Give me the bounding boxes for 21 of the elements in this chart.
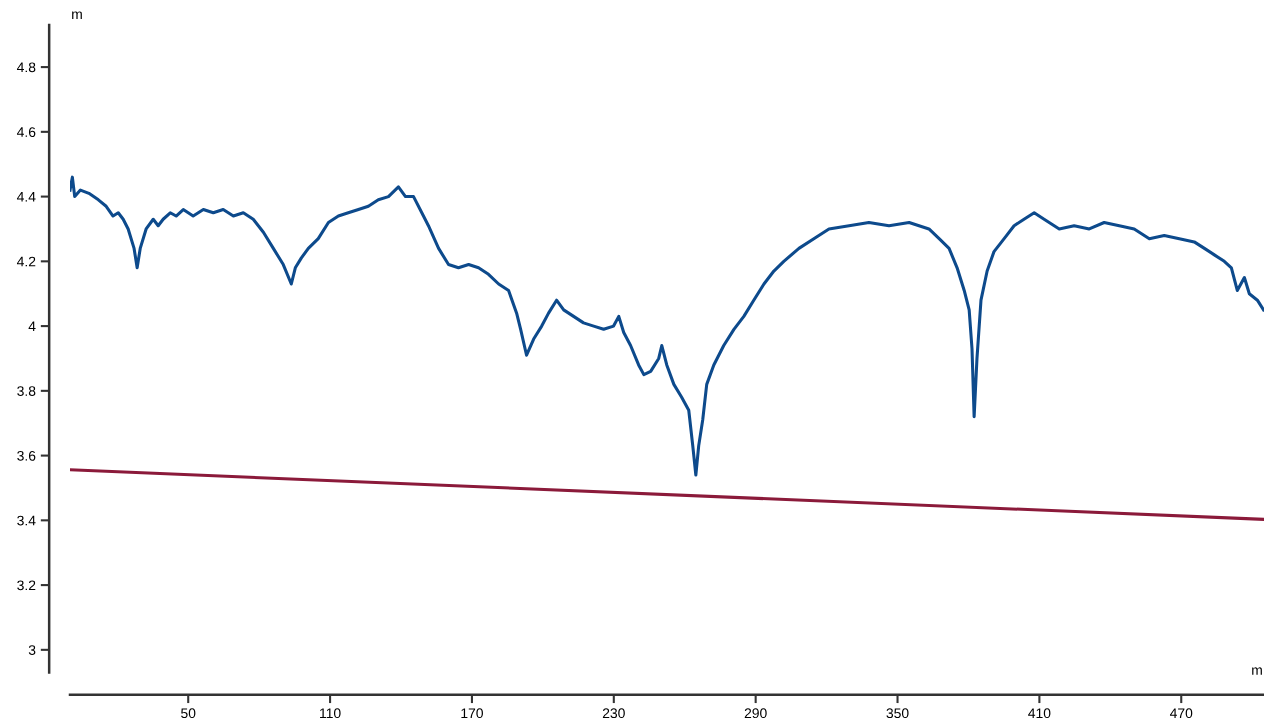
- x-tick-label: 110: [320, 708, 341, 719]
- x-axis-title: m: [1252, 667, 1262, 675]
- x-tick-label: 350: [886, 708, 909, 719]
- x-tick-label: 470: [1169, 708, 1193, 719]
- y-axis-title: m: [72, 11, 82, 19]
- y-tick-label: 3.4: [17, 515, 36, 526]
- y-tick-label: 3.8: [17, 386, 36, 397]
- y-tick-label: 3: [28, 645, 36, 656]
- x-tick-label: 230: [602, 708, 625, 719]
- y-tick-label: 3.6: [17, 450, 36, 461]
- x-tick-label: 290: [744, 708, 767, 719]
- x-tick-label: 410: [1028, 708, 1051, 719]
- y-tick-label: 4.2: [16, 256, 36, 267]
- y-tick-label: 4: [28, 321, 36, 332]
- x-tick-label: 170: [461, 708, 483, 719]
- line-series: [70, 175, 1264, 477]
- y-tick-label: 3.2: [17, 580, 36, 591]
- y-tick-label: 4.4: [16, 192, 36, 202]
- y-tick-label: 4.8: [16, 62, 36, 73]
- x-tick-label: 50: [181, 708, 196, 719]
- y-tick-label: 4.6: [16, 127, 36, 138]
